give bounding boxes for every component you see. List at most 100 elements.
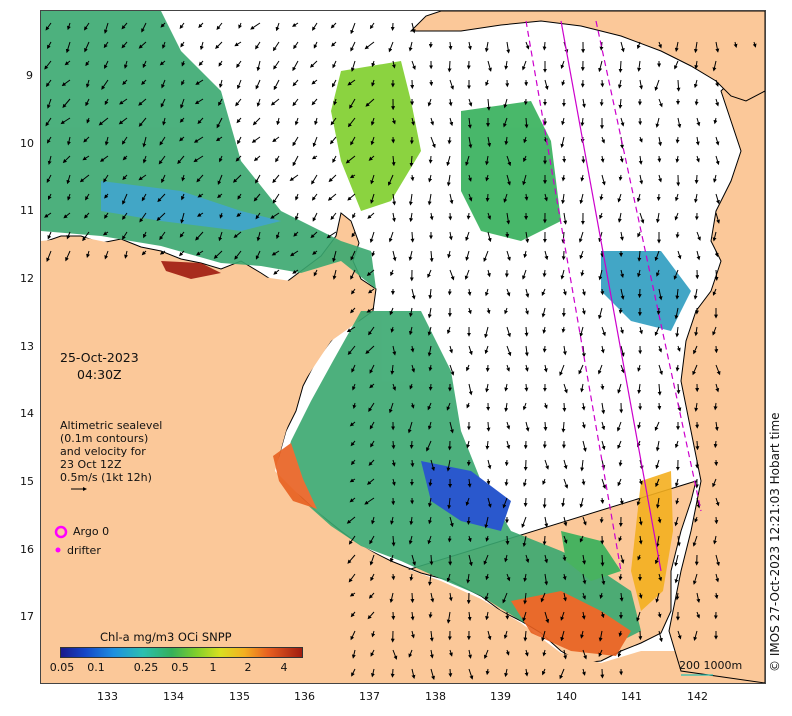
velocity-arrow bbox=[428, 174, 433, 183]
velocity-arrow bbox=[61, 79, 71, 87]
velocity-arrow bbox=[66, 174, 71, 185]
velocity-arrow bbox=[618, 459, 623, 467]
velocity-arrow bbox=[563, 649, 568, 660]
velocity-arrow bbox=[544, 193, 548, 202]
velocity-arrow bbox=[181, 79, 185, 86]
velocity-arrow bbox=[272, 174, 280, 184]
velocity-arrow bbox=[408, 649, 413, 658]
velocity-arrow bbox=[693, 288, 698, 300]
velocity-arrow bbox=[467, 288, 472, 296]
velocity-arrow bbox=[350, 60, 356, 72]
velocity-arrow bbox=[448, 98, 453, 107]
velocity-arrow bbox=[713, 174, 717, 183]
velocity-arrow bbox=[410, 231, 415, 243]
velocity-arrow bbox=[430, 592, 435, 603]
velocity-arrow bbox=[429, 554, 434, 566]
velocity-arrow bbox=[487, 60, 492, 72]
velocity-arrow bbox=[390, 269, 394, 277]
velocity-arrow bbox=[485, 383, 490, 393]
velocity-arrow bbox=[658, 98, 663, 108]
velocity-arrow bbox=[237, 136, 242, 145]
velocity-arrow bbox=[483, 250, 489, 262]
velocity-arrow bbox=[579, 326, 584, 338]
velocity-arrow bbox=[161, 174, 166, 184]
velocity-arrow bbox=[467, 611, 472, 621]
velocity-arrow bbox=[275, 231, 280, 240]
velocity-arrow bbox=[692, 573, 698, 585]
velocity-arrow bbox=[46, 136, 52, 144]
velocity-arrow bbox=[63, 212, 71, 219]
velocity-arrow bbox=[159, 60, 166, 66]
velocity-arrow bbox=[391, 117, 396, 125]
velocity-arrow bbox=[411, 554, 416, 566]
velocity-arrow bbox=[658, 41, 662, 49]
velocity-arrow bbox=[326, 231, 337, 239]
velocity-arrow bbox=[468, 345, 473, 356]
velocity-arrow bbox=[674, 478, 679, 487]
argo-float-marker bbox=[54, 525, 68, 539]
velocity-arrow bbox=[275, 22, 280, 32]
velocity-arrow bbox=[138, 117, 147, 127]
velocity-arrow bbox=[141, 79, 147, 86]
velocity-arrow bbox=[253, 155, 261, 162]
velocity-arrow bbox=[581, 288, 586, 296]
colorbar-tick: 0.05 bbox=[49, 661, 75, 674]
velocity-arrow bbox=[504, 402, 509, 412]
velocity-arrow bbox=[448, 668, 453, 678]
velocity-arrow bbox=[270, 212, 280, 219]
velocity-arrow bbox=[60, 117, 71, 125]
velocity-arrow bbox=[408, 193, 413, 206]
velocity-arrow bbox=[408, 250, 413, 261]
velocity-arrow bbox=[391, 459, 396, 467]
velocity-arrow bbox=[542, 269, 547, 278]
velocity-arrow bbox=[430, 668, 435, 681]
velocity-arrow bbox=[468, 98, 473, 107]
velocity-arrow bbox=[411, 22, 416, 34]
velocity-arrow bbox=[345, 155, 356, 164]
velocity-arrow bbox=[160, 98, 166, 108]
lat-tick: 15 bbox=[20, 475, 34, 488]
velocity-arrow bbox=[156, 212, 166, 221]
velocity-arrow bbox=[449, 516, 454, 528]
velocity-arrow bbox=[563, 535, 568, 544]
velocity-arrow bbox=[447, 497, 452, 510]
velocity-arrow bbox=[484, 326, 489, 339]
velocity-arrow bbox=[677, 250, 682, 260]
lon-tick: 134 bbox=[163, 690, 184, 703]
velocity-arrow bbox=[218, 231, 223, 242]
velocity-arrow bbox=[85, 60, 90, 67]
velocity-arrow bbox=[103, 22, 109, 34]
velocity-arrow bbox=[350, 459, 356, 466]
velocity-arrow bbox=[447, 60, 452, 73]
velocity-arrow bbox=[675, 136, 680, 144]
velocity-arrow bbox=[350, 611, 356, 618]
velocity-arrow bbox=[506, 421, 511, 430]
lat-tick: 12 bbox=[20, 272, 34, 285]
velocity-arrow bbox=[562, 288, 567, 296]
velocity-arrow bbox=[256, 98, 261, 107]
velocity-arrow bbox=[601, 440, 606, 451]
velocity-arrow bbox=[428, 497, 432, 508]
velocity-arrow bbox=[503, 117, 508, 128]
velocity-arrow bbox=[411, 117, 415, 126]
velocity-arrow bbox=[563, 383, 568, 394]
velocity-arrow bbox=[598, 649, 603, 658]
velocity-arrow bbox=[619, 592, 624, 602]
velocity-arrow bbox=[159, 250, 166, 255]
velocity-arrow bbox=[581, 478, 586, 486]
velocity-arrow bbox=[582, 554, 587, 565]
velocity-arrow bbox=[390, 364, 395, 375]
velocity-arrow bbox=[487, 630, 492, 641]
velocity-arrow bbox=[350, 307, 356, 314]
lat-tick: 16 bbox=[20, 543, 34, 556]
velocity-arrow bbox=[409, 383, 414, 390]
velocity-arrow bbox=[487, 231, 492, 243]
velocity-arrow bbox=[292, 98, 299, 107]
velocity-arrow bbox=[122, 231, 128, 240]
velocity-arrow bbox=[411, 364, 416, 373]
velocity-arrow bbox=[543, 364, 548, 373]
velocity-arrow bbox=[692, 364, 698, 376]
velocity-arrow bbox=[506, 288, 511, 297]
velocity-arrow bbox=[714, 269, 719, 281]
velocity-arrow bbox=[160, 22, 166, 28]
